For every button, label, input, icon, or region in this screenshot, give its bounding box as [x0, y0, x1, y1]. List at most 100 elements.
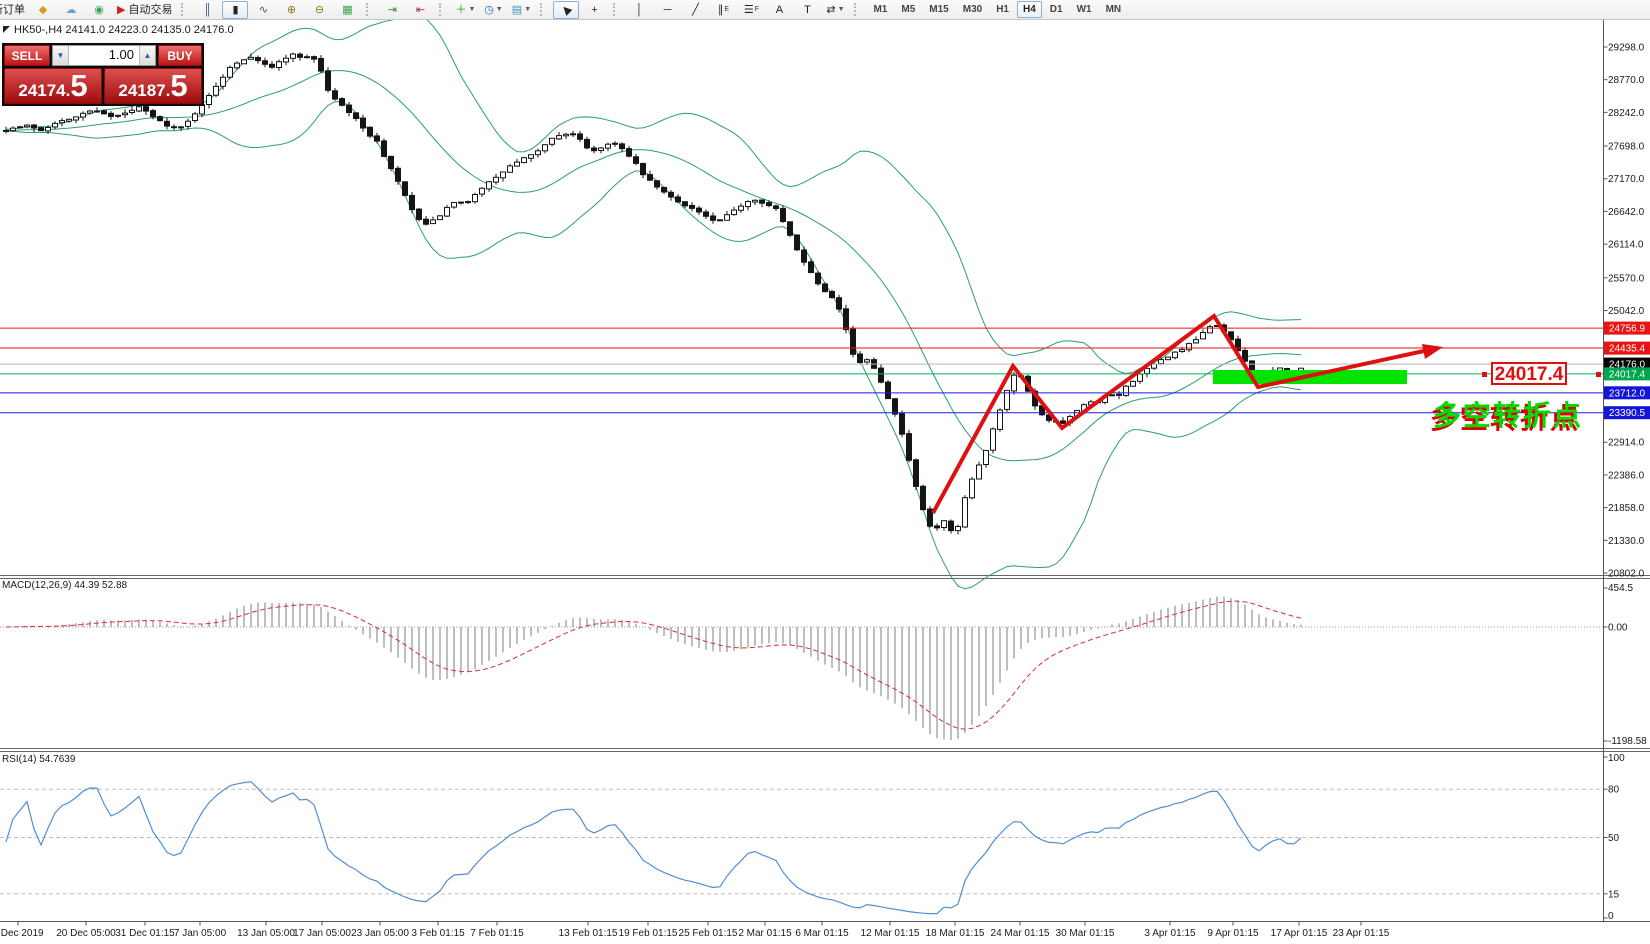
- timeframe-button-m1[interactable]: M1: [873, 4, 888, 15]
- periods-button[interactable]: ◷ ▼: [480, 1, 506, 19]
- time-axis-label: 7 Feb 01:15: [470, 928, 524, 939]
- sell-price-dot: .: [65, 81, 71, 100]
- cursor-button[interactable]: ▶: [553, 0, 580, 19]
- auto-trading-button[interactable]: ▶ 自动交易: [114, 1, 175, 19]
- time-axis-label: 3 Feb 01:15: [411, 928, 465, 939]
- zoom-out-button[interactable]: ⊖: [306, 1, 332, 19]
- candle: [829, 289, 835, 299]
- time-axis-label: 23 Jan 05:00: [351, 928, 409, 939]
- text-button[interactable]: A: [766, 1, 792, 19]
- dropdown-caret-icon[interactable]: ▼: [837, 5, 845, 13]
- candle: [122, 109, 128, 119]
- bar-chart-button[interactable]: ║: [194, 1, 220, 19]
- buy-price-button[interactable]: 24187. 5: [104, 68, 202, 104]
- one-click-panel-toggle-icon[interactable]: [3, 26, 10, 33]
- zoom-in-button[interactable]: ⊕: [278, 1, 304, 19]
- candle: [885, 380, 891, 400]
- candle: [871, 357, 877, 370]
- horizontal-line-button[interactable]: ─: [654, 1, 680, 19]
- macd-histogram: [12, 596, 1302, 740]
- indicators-button[interactable]: ＋ ▼: [452, 1, 478, 19]
- timeframe-button-d1[interactable]: D1: [1049, 4, 1063, 15]
- line-chart-button[interactable]: ∿: [250, 1, 276, 19]
- candle: [416, 208, 422, 222]
- timeframe-button-m30[interactable]: M30: [962, 4, 983, 15]
- rsi-scale-label: 50: [1608, 833, 1620, 844]
- crosshair-glyph: +: [591, 3, 598, 16]
- candle: [598, 147, 604, 154]
- candle: [997, 408, 1003, 432]
- volume-input[interactable]: 1.00: [108, 47, 134, 62]
- candle: [591, 145, 597, 154]
- timeframe-button-w1[interactable]: W1: [1076, 4, 1092, 15]
- candle: [283, 54, 289, 66]
- dropdown-caret-icon[interactable]: ▼: [524, 5, 532, 13]
- time-axis-label: 3 Apr 01:15: [1144, 928, 1196, 939]
- price-axis-label: 26642.0: [1608, 207, 1645, 218]
- price-callout-label[interactable]: 24017.4: [1491, 362, 1567, 385]
- time-axis-label: 25 Feb 01:15: [679, 928, 738, 939]
- candle: [717, 219, 723, 222]
- price-badge-value: 24017.4: [1609, 369, 1646, 380]
- timeframe-button-h1[interactable]: H1: [996, 4, 1009, 15]
- text-label-button[interactable]: T: [794, 1, 820, 19]
- object-anchor[interactable]: [1482, 372, 1487, 377]
- turning-point-annotation[interactable]: 多空转折点: [1433, 400, 1584, 431]
- candle: [654, 180, 660, 190]
- candle: [745, 200, 751, 211]
- time-axis-label: 23 Apr 01:15: [1333, 928, 1390, 939]
- navigator-icon[interactable]: ◉: [86, 1, 112, 19]
- fibonacci-button[interactable]: ☰ F: [738, 1, 764, 19]
- macd-scale-top: 454.5: [1608, 583, 1633, 594]
- candle: [234, 61, 240, 70]
- equidistant-channel-button[interactable]: ∥ E: [710, 1, 736, 19]
- dropdown-caret-icon[interactable]: ▼: [468, 5, 476, 13]
- sell-button[interactable]: SELL: [4, 45, 50, 66]
- toolbar: 新订单◆ ☁ ◉▶自动交易 ║ ▮ ∿⊕⊖▦ ⇥⇤ ＋▼◷▼▤▼ ▶ + │─╱∥E☰FAT⇄▼ M1…: [0, 0, 1650, 20]
- candle: [899, 410, 905, 438]
- sell-price-button[interactable]: 24174. 5: [4, 68, 102, 104]
- candle: [535, 148, 541, 158]
- trend-zigzag-arrow[interactable]: [931, 313, 1425, 514]
- candle: [178, 125, 184, 132]
- price-badge-24017.4: 24017.4: [1604, 367, 1650, 381]
- auto-trading-button-label: 自动交易: [128, 3, 173, 16]
- candle: [808, 258, 814, 274]
- chart-shift-button[interactable]: ⇤: [407, 1, 433, 19]
- tile-windows-button[interactable]: ▦: [334, 1, 360, 19]
- dropdown-caret-icon[interactable]: ▼: [495, 5, 503, 13]
- new-order-button[interactable]: 新订单: [0, 1, 28, 19]
- candle: [325, 67, 331, 93]
- trendline-button[interactable]: ╱: [682, 1, 708, 19]
- time-axis-label: 6 Mar 01:15: [795, 928, 849, 939]
- toolbar-separator: [854, 3, 862, 16]
- candle: [577, 131, 583, 143]
- data-window-icon[interactable]: ☁: [58, 1, 84, 19]
- timeframe-button-m5[interactable]: M5: [901, 4, 916, 15]
- candle: [493, 173, 499, 185]
- timeframe-button-m15[interactable]: M15: [929, 4, 949, 15]
- timeframe-button-h4[interactable]: H4: [1016, 1, 1042, 18]
- candle: [185, 118, 191, 130]
- crosshair-button[interactable]: +: [581, 1, 607, 19]
- candlestick-chart-glyph: ▮: [232, 3, 239, 16]
- buy-button[interactable]: BUY: [158, 45, 202, 66]
- data-window-icon-glyph: ☁: [65, 3, 77, 16]
- timeframe-button-mn[interactable]: MN: [1105, 4, 1122, 15]
- arrows-button[interactable]: ⇄ ▼: [822, 1, 848, 19]
- market-watch-icon[interactable]: ◆: [30, 1, 56, 19]
- volume-increase-button[interactable]: ▲: [139, 46, 155, 65]
- auto-scroll-button[interactable]: ⇥: [379, 1, 405, 19]
- templates-button[interactable]: ▤ ▼: [508, 1, 534, 19]
- candle: [857, 351, 863, 364]
- candle: [969, 476, 975, 500]
- object-anchor[interactable]: [1596, 372, 1601, 377]
- time-axis-label: 13 Feb 01:15: [559, 928, 618, 939]
- volume-decrease-button[interactable]: ▼: [53, 46, 69, 65]
- vertical-line-button[interactable]: │: [626, 1, 652, 19]
- time-axis-label: 12 Mar 01:15: [861, 928, 920, 939]
- symbol-ohlc-info: HK50-,H4 24141.0 24223.0 24135.0 24176.0: [14, 24, 234, 36]
- candlestick-chart-button[interactable]: ▮: [222, 0, 249, 19]
